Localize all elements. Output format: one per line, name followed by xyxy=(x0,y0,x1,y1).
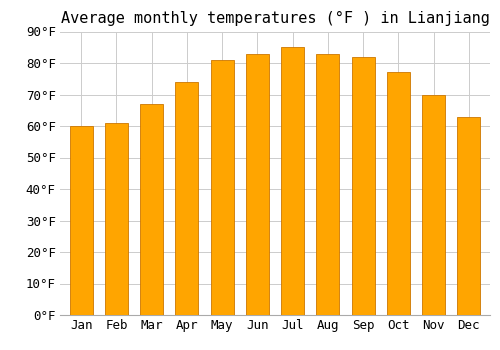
Bar xyxy=(281,47,304,315)
Title: Average monthly temperatures (°F ) in Lianjiang: Average monthly temperatures (°F ) in Li… xyxy=(60,11,490,26)
Bar xyxy=(140,104,163,315)
Bar xyxy=(387,72,410,315)
Bar xyxy=(352,57,374,315)
Bar xyxy=(316,54,340,315)
Bar xyxy=(176,82,199,315)
Bar xyxy=(105,123,128,315)
Bar xyxy=(246,54,269,315)
Bar xyxy=(458,117,480,315)
Bar xyxy=(70,126,92,315)
Bar xyxy=(422,94,445,315)
Bar xyxy=(210,60,234,315)
